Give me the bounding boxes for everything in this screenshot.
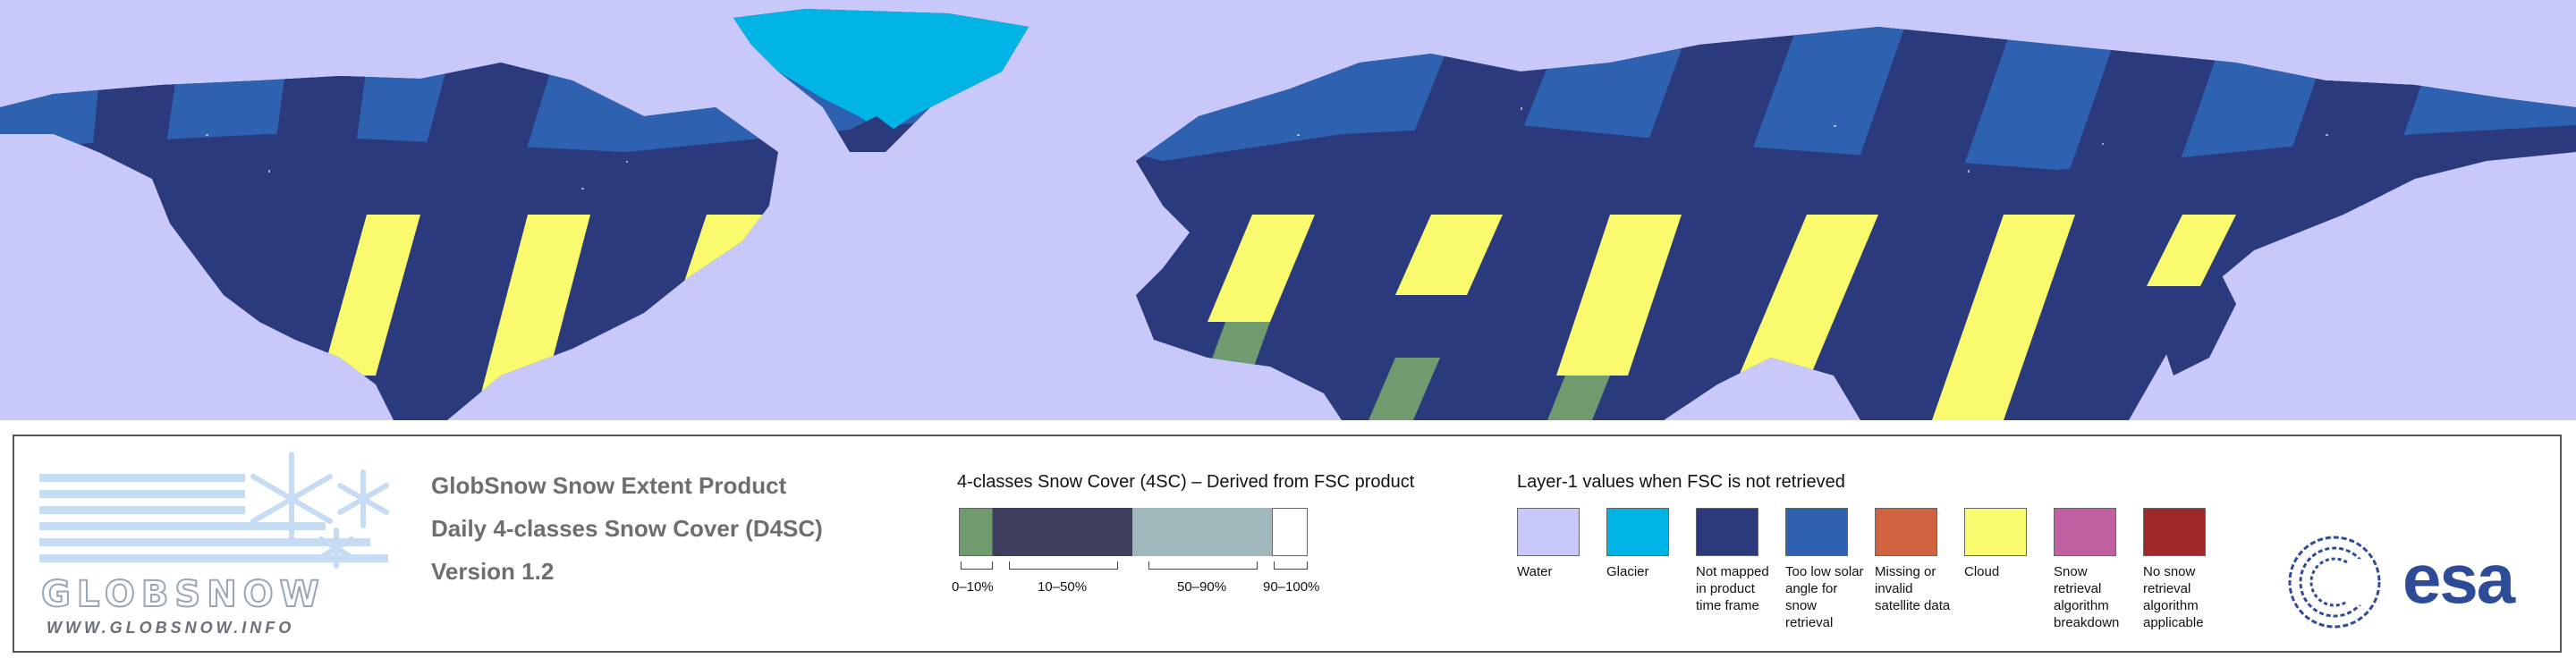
label-water: Water bbox=[1517, 564, 1553, 579]
swatch-not-mapped bbox=[1696, 508, 1758, 556]
snow-cover-map bbox=[0, 0, 2576, 420]
legend-panel: GLOBSNOW WWW.GLOBSNOW.INFO GlobSnow Snow… bbox=[13, 435, 2562, 653]
esa-emblem-icon bbox=[2288, 536, 2381, 629]
label-no-algorithm: No snow retrieval algorithm applicable bbox=[2143, 564, 2204, 630]
swatch-algorithm-breakdown bbox=[2054, 508, 2116, 556]
logo-stripe bbox=[39, 554, 388, 562]
label-missing-data: Missing or invalid satellite data bbox=[1875, 564, 1951, 613]
logo-stripe bbox=[39, 490, 245, 498]
logo-stripe bbox=[39, 522, 326, 530]
scale-segment-10-50 bbox=[993, 508, 1132, 556]
swatch-low-solar-angle bbox=[1785, 508, 1848, 556]
map-graphic bbox=[0, 9, 2576, 420]
scale-segment-90-100 bbox=[1272, 508, 1308, 556]
logo-wordmark: GLOBSNOW bbox=[40, 573, 326, 616]
scale-label-10-50: 10–50% bbox=[1038, 579, 1088, 595]
scale-brace bbox=[1009, 561, 1118, 570]
scale-brace bbox=[961, 561, 993, 570]
scale-segment-0-10 bbox=[959, 508, 993, 556]
scale-segment-50-90 bbox=[1132, 508, 1272, 556]
swatch-missing-data bbox=[1875, 508, 1937, 556]
scale-brace bbox=[1274, 561, 1308, 570]
label-not-mapped: Not mapped in product time frame bbox=[1696, 564, 1769, 613]
swatch-water bbox=[1517, 508, 1580, 556]
label-cloud: Cloud bbox=[1964, 564, 2000, 579]
logo-stripe bbox=[39, 474, 245, 482]
product-version: Version 1.2 bbox=[431, 558, 555, 585]
label-algorithm-breakdown: Snow retrieval algorithm breakdown bbox=[2054, 564, 2120, 630]
swatch-glacier bbox=[1606, 508, 1669, 556]
product-subtitle: Daily 4-classes Snow Cover (D4SC) bbox=[431, 515, 823, 542]
scale-label-0-10: 0–10% bbox=[952, 579, 994, 595]
label-glacier: Glacier bbox=[1606, 564, 1649, 579]
scale-label-90-100: 90–100% bbox=[1263, 579, 1320, 595]
swatch-no-algorithm bbox=[2143, 508, 2206, 556]
logo-url: WWW.GLOBSNOW.INFO bbox=[47, 619, 295, 637]
scale-title: 4-classes Snow Cover (4SC) – Derived fro… bbox=[957, 472, 1415, 492]
scale-brace bbox=[1148, 561, 1258, 570]
layer1-title: Layer-1 values when FSC is not retrieved bbox=[1517, 472, 1845, 492]
snowflake-icon bbox=[250, 452, 389, 569]
swatch-cloud bbox=[1964, 508, 2027, 556]
logo-stripe bbox=[39, 538, 370, 546]
scale-label-50-90: 50–90% bbox=[1177, 579, 1227, 595]
label-low-solar-angle: Too low solar angle for snow retrieval bbox=[1785, 564, 1864, 630]
logo-stripe bbox=[39, 506, 245, 514]
product-title: GlobSnow Snow Extent Product bbox=[431, 472, 787, 499]
esa-wordmark: esa bbox=[2402, 539, 2515, 618]
